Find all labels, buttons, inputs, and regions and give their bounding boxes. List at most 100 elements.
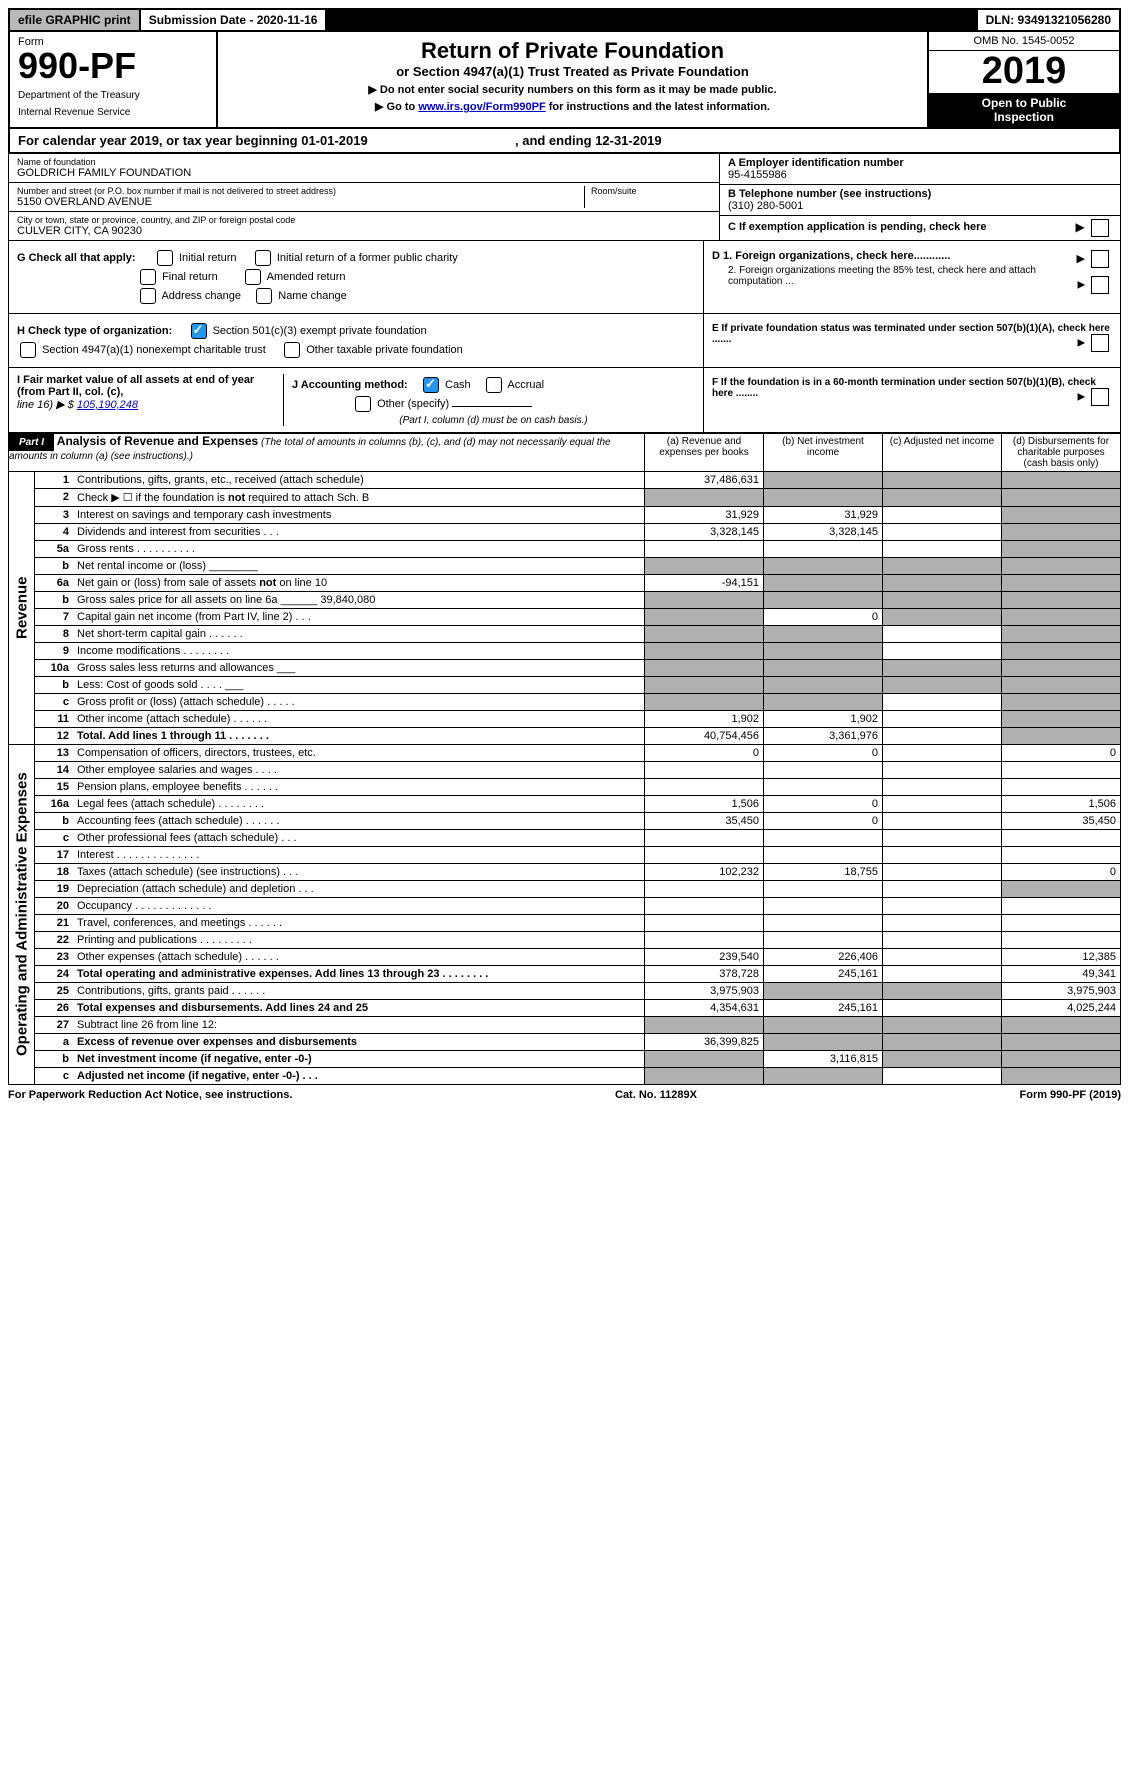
cell-a (645, 608, 764, 625)
line-desc: Net rental income or (loss) ________ (73, 557, 645, 574)
h1-checkbox[interactable] (191, 323, 207, 339)
cell-b (764, 761, 883, 778)
cell-d (1002, 1033, 1121, 1050)
col-a-header: (a) Revenue and expenses per books (645, 433, 764, 471)
cell-a (645, 540, 764, 557)
j-other-checkbox[interactable] (355, 396, 371, 412)
cell-a: 3,328,145 (645, 523, 764, 540)
cell-a (645, 693, 764, 710)
h-opt-1: Section 501(c)(3) exempt private foundat… (213, 325, 427, 337)
cell-c (883, 642, 1002, 659)
line-desc: Net investment income (if negative, ente… (73, 1050, 645, 1067)
j-accrual-checkbox[interactable] (486, 377, 502, 393)
d1-checkbox[interactable] (1091, 250, 1109, 268)
cell-c (883, 1050, 1002, 1067)
form-subtitle: or Section 4947(a)(1) Trust Treated as P… (224, 64, 921, 79)
line-num: 8 (35, 625, 74, 642)
cell-d (1002, 761, 1121, 778)
cell-a (645, 1067, 764, 1084)
cell-a: 31,929 (645, 506, 764, 523)
g-final-checkbox[interactable] (140, 269, 156, 285)
name-label: Name of foundation (17, 157, 711, 167)
cell-b (764, 914, 883, 931)
cell-d (1002, 880, 1121, 897)
line-desc: Compensation of officers, directors, tru… (73, 744, 645, 761)
line-desc: Income modifications . . . . . . . . (73, 642, 645, 659)
cell-a (645, 778, 764, 795)
line-desc: Pension plans, employee benefits . . . .… (73, 778, 645, 795)
footer-left: For Paperwork Reduction Act Notice, see … (8, 1089, 292, 1101)
cell-d (1002, 914, 1121, 931)
cell-a: 3,975,903 (645, 982, 764, 999)
cell-c (883, 557, 1002, 574)
i-value[interactable]: 105,190,248 (77, 399, 138, 411)
cell-c (883, 829, 1002, 846)
g-name-checkbox[interactable] (256, 288, 272, 304)
cell-b (764, 591, 883, 608)
cell-d (1002, 625, 1121, 642)
cell-a: 378,728 (645, 965, 764, 982)
c-checkbox[interactable] (1091, 219, 1109, 237)
line-num: b (35, 557, 74, 574)
line-desc: Printing and publications . . . . . . . … (73, 931, 645, 948)
col-b-header: (b) Net investment income (764, 433, 883, 471)
city-label: City or town, state or province, country… (17, 215, 711, 225)
j-cash-checkbox[interactable] (423, 377, 439, 393)
cell-d (1002, 897, 1121, 914)
line-desc: Interest on savings and temporary cash i… (73, 506, 645, 523)
col-c-header: (c) Adjusted net income (883, 433, 1002, 471)
cell-a: 37,486,631 (645, 471, 764, 488)
g-initial-former-checkbox[interactable] (255, 250, 271, 266)
page-footer: For Paperwork Reduction Act Notice, see … (8, 1085, 1121, 1101)
form-title: Return of Private Foundation (224, 38, 921, 64)
cell-b (764, 778, 883, 795)
line-num: 3 (35, 506, 74, 523)
cell-c (883, 540, 1002, 557)
line-desc: Other expenses (attach schedule) . . . .… (73, 948, 645, 965)
line-num: a (35, 1033, 74, 1050)
form-link[interactable]: www.irs.gov/Form990PF (418, 101, 545, 113)
check-section-2: H Check type of organization: Section 50… (8, 314, 1121, 368)
f-checkbox[interactable] (1091, 388, 1109, 406)
line-desc: Other employee salaries and wages . . . … (73, 761, 645, 778)
g-address-checkbox[interactable] (140, 288, 156, 304)
line-num: b (35, 812, 74, 829)
cell-a (645, 1016, 764, 1033)
form-header: Form 990-PF Department of the Treasury I… (8, 32, 1121, 129)
cell-b (764, 880, 883, 897)
cell-b: 226,406 (764, 948, 883, 965)
g-opt-1: Initial return of a former public charit… (277, 252, 458, 264)
d2-checkbox[interactable] (1091, 276, 1109, 294)
cell-d (1002, 846, 1121, 863)
room-label: Room/suite (591, 186, 711, 196)
h3-checkbox[interactable] (284, 342, 300, 358)
phone-value: (310) 280-5001 (728, 200, 1112, 212)
cell-b: 0 (764, 744, 883, 761)
cell-d (1002, 727, 1121, 744)
cell-b: 3,361,976 (764, 727, 883, 744)
cell-b: 31,929 (764, 506, 883, 523)
line-num: 19 (35, 880, 74, 897)
cell-a (645, 591, 764, 608)
cell-b: 3,328,145 (764, 523, 883, 540)
line-num: 11 (35, 710, 74, 727)
cell-a: 1,506 (645, 795, 764, 812)
line-desc: Net short-term capital gain . . . . . . (73, 625, 645, 642)
cell-c (883, 744, 1002, 761)
h2-checkbox[interactable] (20, 342, 36, 358)
g-initial-checkbox[interactable] (157, 250, 173, 266)
cal-year-begin: For calendar year 2019, or tax year begi… (18, 133, 368, 148)
cell-c (883, 778, 1002, 795)
footer-right: Form 990-PF (2019) (1020, 1089, 1121, 1101)
h-label: H Check type of organization: (17, 325, 172, 337)
line-desc: Gross sales less returns and allowances … (73, 659, 645, 676)
cell-b: 0 (764, 795, 883, 812)
e-checkbox[interactable] (1091, 334, 1109, 352)
g-amended-checkbox[interactable] (245, 269, 261, 285)
cell-b: 3,116,815 (764, 1050, 883, 1067)
cell-b (764, 471, 883, 488)
cell-c (883, 999, 1002, 1016)
cell-d (1002, 488, 1121, 506)
cell-d: 35,450 (1002, 812, 1121, 829)
cell-d (1002, 540, 1121, 557)
